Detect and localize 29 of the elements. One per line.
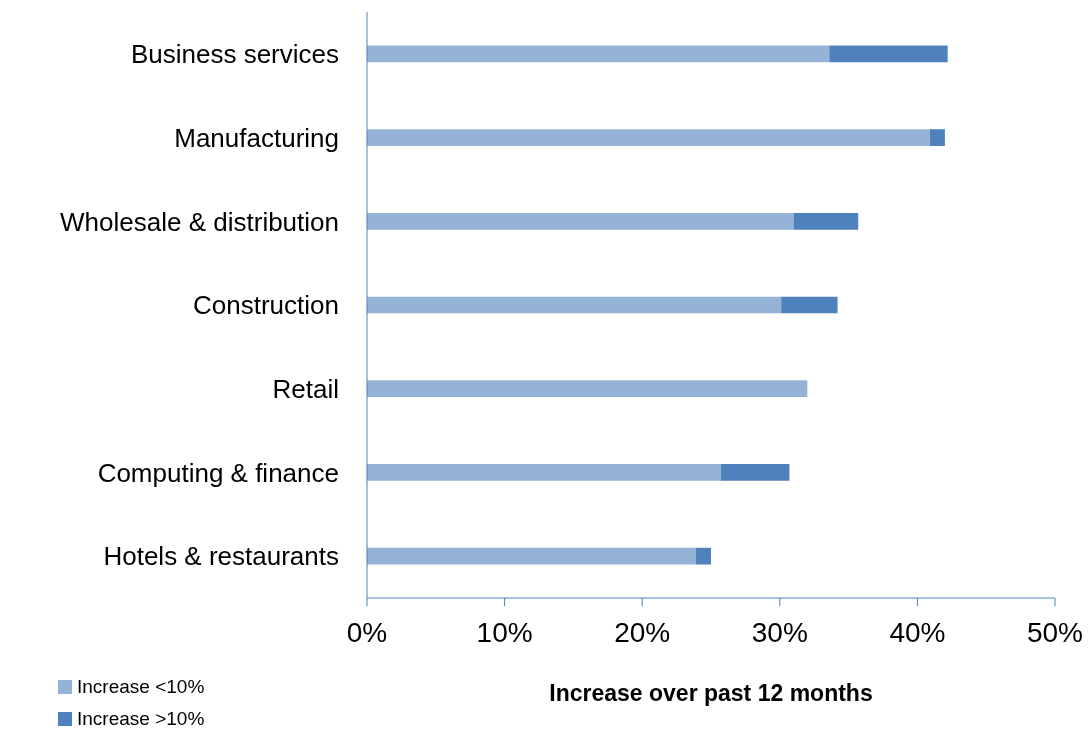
y-tick-label: Manufacturing [174,122,339,153]
legend-label: Increase >10% [77,708,205,730]
bar [367,45,830,63]
x-tick-label: 40% [889,616,946,648]
bar [929,129,945,146]
y-tick-label: Construction [193,290,339,321]
y-tick-label: Retail [272,373,339,404]
bar [367,212,794,230]
bar [720,464,790,481]
x-tick-label: 30% [751,616,808,648]
x-tick-label: 50% [1026,616,1084,648]
x-tick-label: 20% [614,616,671,648]
y-tick-label: Hotels & restaurants [103,541,339,572]
x-tick-label: 0% [346,616,388,648]
y-tick-label: Wholesale & distribution [60,206,339,237]
y-tick-label: Computing & finance [97,457,339,488]
bar [367,296,782,314]
y-tick-label: Business services [130,39,339,70]
bar [367,547,696,565]
bar [781,296,838,314]
legend-label: Increase <10% [77,676,205,698]
bar [793,212,859,230]
bar [829,45,948,63]
bar [695,547,711,565]
bar [367,129,930,146]
x-tick-label: 10% [476,616,533,648]
bar [367,380,808,398]
x-axis-title: Increase over past 12 months [548,680,874,707]
bar [367,464,721,481]
